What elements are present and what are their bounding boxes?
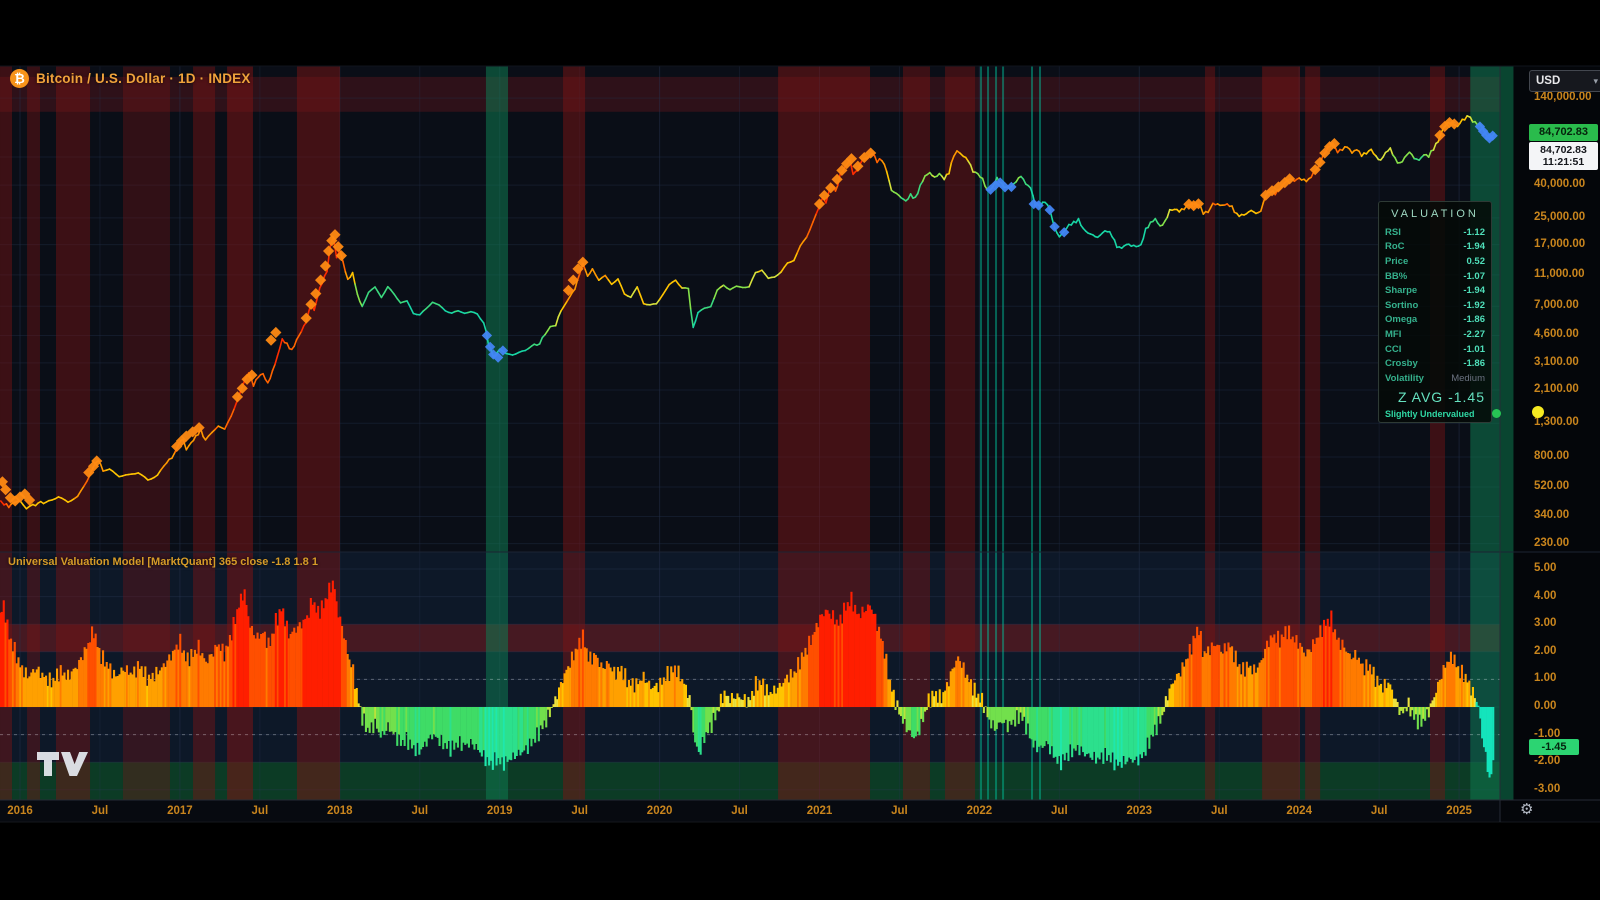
time-axis-label: 2025 — [1446, 805, 1472, 817]
valuation-row: Crosby -1.86 — [1385, 356, 1485, 371]
price-time-badge: 84,702.83 11:21:51 — [1529, 142, 1598, 171]
time-axis-label: Jul — [411, 805, 429, 817]
price-axis-label: 3,100.00 — [1534, 355, 1579, 368]
oscillator-axis-label: -3.00 — [1534, 782, 1561, 795]
valuation-metric-label: Sharpe — [1385, 285, 1418, 297]
time-axis-label: 2017 — [167, 805, 193, 817]
status-dot-yellow-icon — [1532, 406, 1544, 418]
oscillator-axis-label: 1.00 — [1534, 672, 1557, 685]
valuation-row: BB% -1.07 — [1385, 269, 1485, 284]
valuation-metric-label: Price — [1385, 255, 1409, 267]
valuation-row: RoC -1.94 — [1385, 240, 1485, 255]
price-axis-label: 4,600.00 — [1534, 328, 1579, 341]
valuation-row: RSI -1.12 — [1385, 225, 1485, 240]
valuation-metric-value: -1.86 — [1463, 314, 1485, 326]
valuation-metric-label: MFI — [1385, 328, 1402, 340]
time-axis-label: 2023 — [1126, 805, 1153, 817]
valuation-row: Volatility Medium — [1385, 371, 1485, 386]
valuation-rows: RSI -1.12 RoC -1.94 Price 0.52 BB% -1.07 Sharpe -… — [1385, 225, 1485, 386]
oscillator-axis-label: 0.00 — [1534, 700, 1557, 712]
valuation-row: Price 0.52 — [1385, 254, 1485, 269]
price-axis-label: 2,100.00 — [1534, 382, 1579, 395]
valuation-status-label: Slightly Undervalued — [1385, 408, 1475, 419]
price-time-badge-countdown: 11:21:51 — [1542, 156, 1585, 169]
valuation-metric-value: -1.92 — [1463, 299, 1485, 311]
time-axis-label: 2019 — [486, 805, 513, 817]
valuation-metric-label: Crosby — [1385, 358, 1418, 370]
valuation-metric-value: 0.52 — [1466, 255, 1486, 267]
price-axis-label: 40,000.00 — [1534, 178, 1586, 191]
valuation-row: Sortino -1.92 — [1385, 298, 1485, 313]
time-axis-label: 2024 — [1286, 805, 1312, 817]
valuation-metric-value: -1.86 — [1463, 358, 1485, 370]
price-axis-label: 11,000.00 — [1534, 267, 1585, 280]
valuation-metric-label: BB% — [1385, 270, 1408, 282]
price-time-badge-price: 84,702.83 — [1540, 144, 1587, 157]
valuation-panel: VALUATION RSI -1.12 RoC -1.94 Price 0.52 BB% -1… — [1378, 201, 1492, 423]
time-axis-label: Jul — [1370, 805, 1388, 817]
valuation-row: Omega -1.86 — [1385, 313, 1485, 328]
oscillator-axis-label: -1.00 — [1534, 727, 1561, 740]
price-axis-label: 140,000.00 — [1534, 91, 1592, 104]
tradingview-logo — [37, 752, 88, 776]
time-axis-label: 2022 — [966, 805, 993, 817]
valuation-row: MFI -2.27 — [1385, 327, 1485, 342]
valuation-panel-title: VALUATION — [1391, 208, 1479, 220]
valuation-metric-value: -2.27 — [1463, 328, 1485, 340]
currency-value: USD — [1536, 75, 1561, 87]
price-axis-label: 520.00 — [1534, 479, 1570, 492]
valuation-row: CCI -1.01 — [1385, 342, 1485, 357]
time-axis-label: Jul — [731, 805, 748, 817]
status-dot-green-icon — [1492, 409, 1501, 418]
time-axis-label: 2016 — [7, 805, 33, 817]
oscillator-value-badge: -1.45 — [1529, 739, 1579, 756]
time-axis-label: Jul — [1210, 805, 1228, 817]
chevron-down-icon: ▾ — [1593, 75, 1598, 86]
valuation-metric-value: -1.94 — [1463, 285, 1485, 297]
valuation-metric-label: Omega — [1385, 314, 1418, 326]
oscillator-axis-label: 2.00 — [1534, 644, 1557, 657]
time-axis-label: Jul — [571, 805, 588, 817]
valuation-metric-value: -1.94 — [1463, 241, 1485, 253]
oscillator-axis-label: -2.00 — [1534, 755, 1561, 768]
settings-gear-icon[interactable]: ⚙ — [1520, 801, 1534, 818]
oscillator-axis-label: 5.00 — [1534, 562, 1557, 574]
price-axis-label: 17,000.00 — [1534, 237, 1586, 250]
price-axis-label: 340.00 — [1534, 509, 1570, 522]
bitcoin-icon: ₿ — [10, 69, 29, 88]
oscillator-axis-label: 3.00 — [1534, 617, 1557, 630]
symbol-title: Bitcoin / U.S. Dollar · 1D · INDEX — [36, 71, 251, 86]
time-axis-label: Jul — [91, 805, 109, 817]
price-axis-label: 1,300.00 — [1534, 416, 1579, 429]
time-axis-label: Jul — [1051, 805, 1068, 817]
price-axis-label: 25,000.00 — [1534, 210, 1586, 223]
price-axis-label: 7,000.00 — [1534, 299, 1579, 312]
last-price-badge: 84,702.83 — [1529, 124, 1598, 142]
time-axis-label: Jul — [251, 805, 269, 817]
valuation-metric-value: -1.07 — [1463, 270, 1485, 282]
valuation-metric-label: RoC — [1385, 241, 1405, 253]
oscillator-axis-label: 4.00 — [1534, 589, 1557, 602]
z-average-value: Z AVG -1.45 — [1398, 388, 1485, 405]
valuation-metric-label: Volatility — [1385, 372, 1424, 384]
time-axis-label: 2021 — [806, 805, 833, 817]
currency-dropdown[interactable]: USD ▾ — [1529, 70, 1600, 92]
valuation-metric-label: CCI — [1385, 343, 1402, 355]
valuation-metric-value: -1.01 — [1463, 343, 1485, 355]
valuation-metric-value: Medium — [1451, 372, 1485, 384]
price-axis-label: 800.00 — [1534, 450, 1570, 462]
price-axis-label: 230.00 — [1534, 536, 1570, 549]
valuation-metric-value: -1.12 — [1463, 226, 1485, 238]
indicator-label[interactable]: Universal Valuation Model [MarktQuant] 3… — [8, 556, 318, 568]
time-axis-label: 2018 — [327, 805, 353, 817]
valuation-metric-label: RSI — [1385, 226, 1401, 238]
symbol-header[interactable]: ₿ Bitcoin / U.S. Dollar · 1D · INDEX — [10, 69, 251, 88]
time-axis-label: 2020 — [646, 805, 673, 817]
valuation-row: Sharpe -1.94 — [1385, 283, 1485, 298]
valuation-metric-label: Sortino — [1385, 299, 1419, 311]
time-axis-label: Jul — [891, 805, 908, 817]
